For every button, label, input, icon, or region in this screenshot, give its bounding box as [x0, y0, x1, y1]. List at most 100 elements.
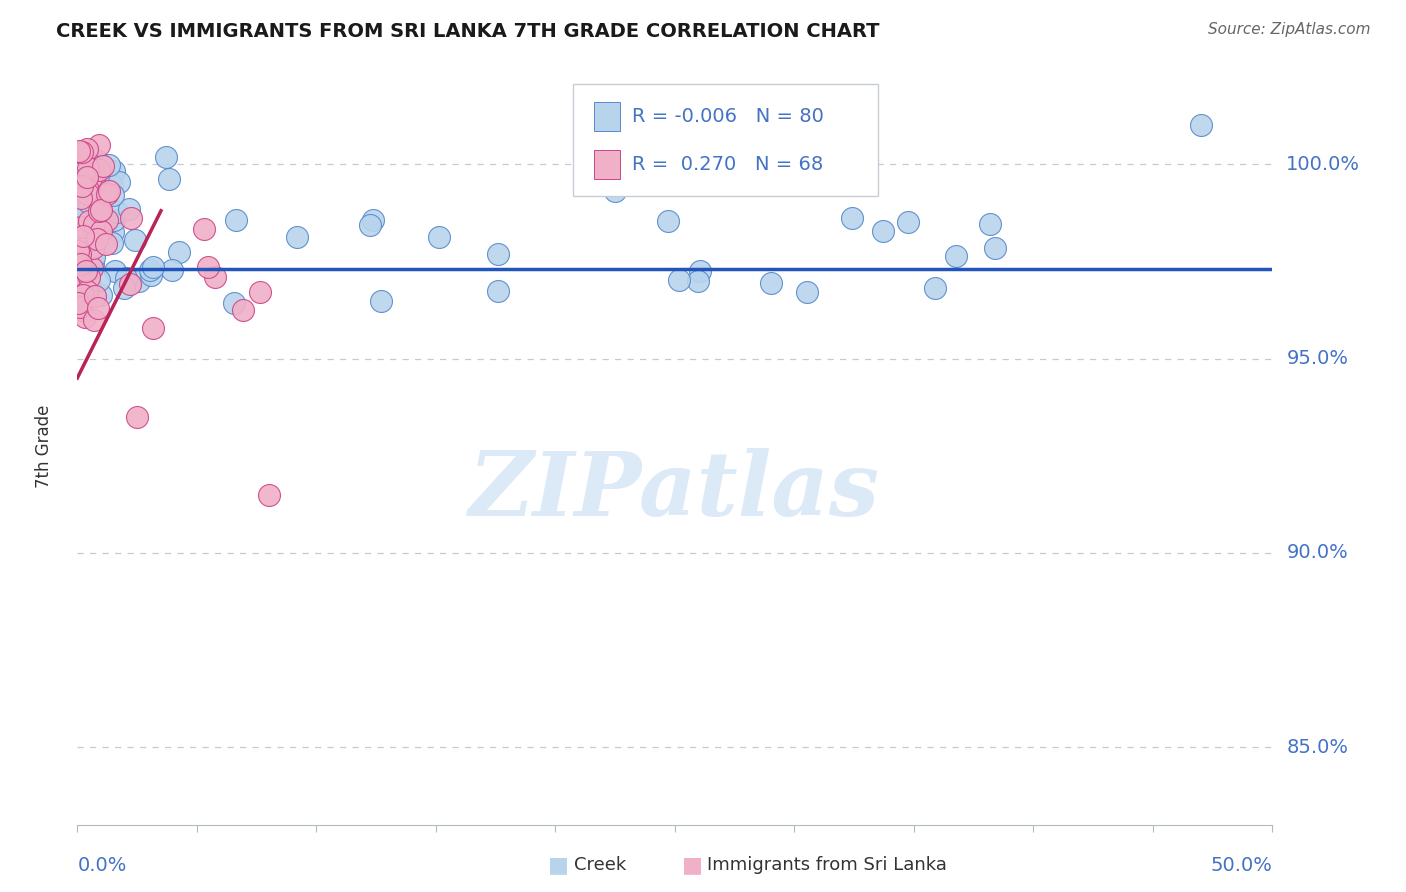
Point [69, 178, 91, 192]
Point [128, 274, 150, 288]
Text: 85.0%: 85.0% [1286, 738, 1348, 756]
Point [796, 285, 818, 299]
Point [603, 184, 626, 198]
Text: ■: ■ [548, 855, 569, 875]
Point [96, 213, 118, 227]
Point [945, 248, 967, 262]
Text: 7th Grade: 7th Grade [35, 404, 53, 488]
Point [70, 231, 93, 245]
Point [72, 256, 94, 270]
Point [67, 292, 90, 306]
Point [77, 213, 100, 227]
Point [87, 301, 110, 315]
Point [657, 214, 679, 228]
Point [73, 271, 96, 285]
Point [70, 220, 93, 235]
Point [69, 300, 91, 314]
Point [984, 241, 1007, 255]
Text: Immigrants from Sri Lanka: Immigrants from Sri Lanka [707, 856, 948, 874]
Text: 50.0%: 50.0% [1211, 855, 1272, 875]
Point [96, 237, 118, 252]
Point [87, 198, 110, 212]
Point [69, 185, 91, 199]
Point [77, 181, 100, 195]
Point [249, 285, 271, 299]
Point [101, 225, 124, 239]
Point [83, 178, 105, 193]
Point [979, 217, 1001, 231]
Point [72, 288, 94, 302]
Point [142, 260, 165, 274]
Text: CREEK VS IMMIGRANTS FROM SRI LANKA 7TH GRADE CORRELATION CHART: CREEK VS IMMIGRANTS FROM SRI LANKA 7TH G… [56, 22, 880, 41]
Point [69, 204, 91, 219]
Point [97, 182, 120, 196]
Point [73, 282, 96, 296]
Point [98, 185, 121, 199]
Point [66, 244, 89, 259]
Point [80, 162, 103, 177]
Point [370, 294, 392, 309]
Point [83, 217, 105, 231]
Text: Source: ZipAtlas.com: Source: ZipAtlas.com [1208, 22, 1371, 37]
Point [80, 171, 103, 186]
Point [70, 234, 93, 248]
Point [67, 268, 90, 282]
Point [66, 295, 89, 310]
Point [80, 186, 103, 200]
Point [70, 293, 93, 307]
Point [222, 296, 245, 310]
Point [75, 194, 97, 208]
Point [76, 170, 98, 185]
Point [83, 175, 105, 189]
Point [257, 487, 280, 501]
Point [103, 188, 124, 202]
Text: R = -0.006   N = 80: R = -0.006 N = 80 [631, 107, 824, 126]
Point [197, 260, 219, 275]
Point [72, 229, 94, 244]
Point [103, 213, 125, 227]
Point [225, 213, 247, 227]
Point [89, 137, 111, 152]
Point [101, 235, 124, 250]
Point [83, 312, 105, 326]
Point [90, 203, 112, 218]
Point [70, 145, 93, 159]
Point [67, 260, 90, 275]
Point [76, 284, 98, 298]
Point [759, 277, 782, 291]
Point [66, 177, 89, 191]
Point [79, 154, 101, 169]
Point [167, 245, 190, 260]
Point [67, 144, 90, 158]
Point [87, 273, 110, 287]
Point [77, 269, 100, 284]
Text: ZIPatlas: ZIPatlas [470, 449, 880, 534]
Point [70, 257, 93, 271]
Point [86, 204, 108, 219]
Point [67, 256, 90, 270]
Point [103, 163, 125, 178]
Point [668, 273, 690, 287]
Point [90, 288, 112, 302]
Point [79, 233, 101, 247]
Point [872, 224, 894, 238]
Point [73, 310, 96, 324]
Point [80, 261, 103, 276]
Point [87, 163, 110, 178]
Point [70, 303, 93, 318]
Point [96, 189, 118, 203]
Point [120, 277, 142, 292]
Point [98, 177, 121, 191]
Point [96, 187, 118, 202]
Point [162, 262, 184, 277]
Point [69, 246, 91, 260]
Point [486, 284, 509, 298]
Text: 0.0%: 0.0% [77, 855, 127, 875]
Point [285, 230, 308, 244]
Point [91, 171, 114, 186]
Point [69, 282, 91, 296]
Point [105, 205, 128, 219]
Point [70, 145, 93, 160]
Point [72, 268, 94, 283]
Text: 90.0%: 90.0% [1286, 543, 1348, 563]
